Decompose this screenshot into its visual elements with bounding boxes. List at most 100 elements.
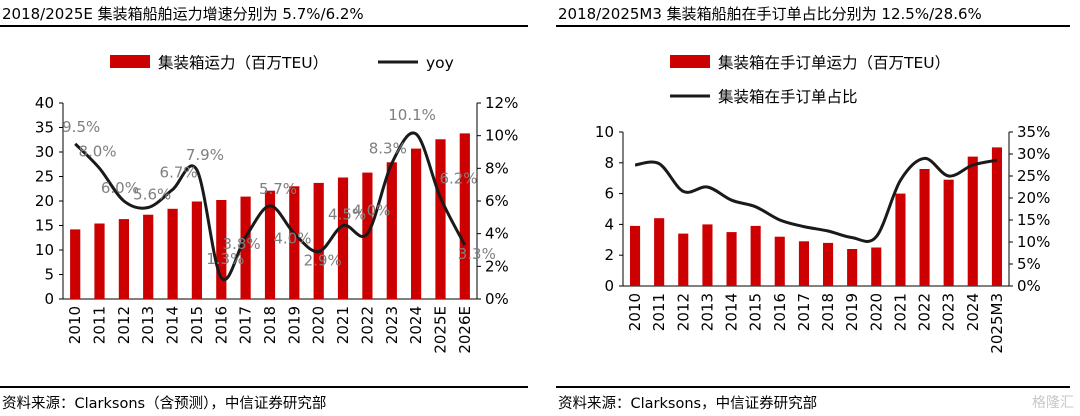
- right-right-tick-label: 5%: [1017, 255, 1041, 273]
- right-legend-bar-swatch: [670, 55, 710, 68]
- right-x-tick-2022: 2022: [916, 293, 934, 331]
- left-x-tick-2013: 2013: [139, 306, 157, 344]
- left-data-label-2011: 8.0%: [78, 142, 116, 160]
- left-data-label-2020: 2.9%: [304, 252, 342, 270]
- right-legend-label-0: 集装箱在手订单运力（百万TEU）: [718, 54, 950, 72]
- right-right-tick-label: 30%: [1017, 145, 1050, 163]
- right-chart-source: 资料来源：Clarksons，中信证券研究部: [558, 396, 818, 412]
- right-right-tick-label: 20%: [1017, 189, 1050, 207]
- right-left-tick-label: 10: [595, 123, 614, 141]
- left-left-tick-label: 40: [35, 94, 54, 112]
- left-bar-2012: [118, 219, 129, 299]
- left-left-tick-label: 30: [35, 143, 54, 161]
- left-x-tick-2011: 2011: [91, 306, 109, 344]
- left-x-tick-2025E: 2025E: [432, 306, 450, 354]
- left-bar-2025E: [435, 139, 446, 299]
- right-bar-2015: [750, 225, 761, 286]
- right-right-tick-label: 0%: [1017, 277, 1041, 295]
- left-x-tick-2012: 2012: [115, 306, 133, 344]
- left-data-label-2013: 5.6%: [133, 186, 171, 204]
- right-x-tick-2010: 2010: [626, 293, 644, 331]
- left-right-tick-label: 12%: [485, 94, 518, 112]
- left-right-tick-label: 2%: [485, 257, 509, 275]
- left-x-tick-2014: 2014: [164, 306, 182, 344]
- right-bar-2016: [774, 236, 785, 286]
- left-left-tick-label: 20: [35, 192, 54, 210]
- left-data-label-2012: 6.0%: [101, 179, 139, 197]
- right-x-tick-2021: 2021: [891, 293, 909, 331]
- left-data-label-2021: 4.5%: [328, 206, 366, 224]
- left-x-tick-2020: 2020: [310, 306, 328, 344]
- left-bar-2014: [167, 208, 178, 299]
- left-right-tick-label: 0%: [485, 290, 509, 308]
- right-x-tick-2017: 2017: [795, 293, 813, 331]
- right-title-rule: [556, 25, 1070, 27]
- left-data-label-2019: 4.0%: [273, 230, 311, 248]
- right-x-tick-2015: 2015: [747, 293, 765, 331]
- right-chart-title: 2018/2025M3 集装箱船舶在手订单占比分别为 12.5%/28.6%: [558, 5, 982, 23]
- right-x-tick-2020: 2020: [867, 293, 885, 331]
- right-line-series: [634, 156, 998, 243]
- left-left-tick-label: 35: [35, 119, 54, 137]
- left-bar-2010: [70, 229, 81, 299]
- left-bar-2016: [216, 200, 227, 299]
- left-bar-2023: [386, 162, 397, 299]
- right-bar-2023: [943, 179, 954, 286]
- left-source-rule: [0, 386, 528, 388]
- left-data-label-2018: 5.7%: [259, 180, 297, 198]
- left-legend-label-1: yoy: [426, 54, 454, 72]
- left-x-tick-2018: 2018: [261, 306, 279, 344]
- left-x-tick-2024: 2024: [407, 306, 425, 344]
- right-bar-2017: [798, 241, 809, 286]
- left-left-tick-label: 10: [35, 241, 54, 259]
- right-bar-2013: [702, 224, 713, 286]
- left-left-tick-label: 5: [44, 266, 54, 284]
- right-x-tick-2018: 2018: [819, 293, 837, 331]
- left-bar-2024: [411, 148, 422, 299]
- right-x-tick-2012: 2012: [674, 293, 692, 331]
- right-bar-2014: [726, 232, 737, 286]
- right-bar-2010: [630, 225, 641, 286]
- left-left-tick-label: 15: [35, 217, 54, 235]
- left-title-rule: [0, 25, 528, 27]
- left-line-series: [74, 131, 467, 282]
- left-bar-2013: [143, 214, 154, 299]
- left-bar-2026E: [459, 133, 470, 299]
- right-left-tick-label: 0: [604, 277, 614, 295]
- right-x-tick-2014: 2014: [723, 293, 741, 331]
- left-data-label-2026E: 3.3%: [458, 245, 496, 263]
- left-data-label-2025E: 6.2%: [439, 170, 477, 188]
- right-x-tick-2024: 2024: [964, 293, 982, 331]
- left-x-tick-2021: 2021: [334, 306, 352, 344]
- left-x-tick-2016: 2016: [212, 306, 230, 344]
- right-chart: 集装箱在手订单运力（百万TEU） 集装箱在手订单占比 0 2 4 6 8 10 0% 5% 10% 1…: [595, 54, 1050, 354]
- right-right-tick-label: 25%: [1017, 167, 1050, 185]
- left-left-tick-label: 25: [35, 168, 54, 186]
- left-x-tick-2015: 2015: [188, 306, 206, 344]
- left-x-tick-2022: 2022: [358, 306, 376, 344]
- right-left-tick-label: 6: [604, 185, 614, 203]
- right-x-tick-2016: 2016: [771, 293, 789, 331]
- right-bar-2025M3: [991, 147, 1002, 286]
- right-bar-2018: [823, 242, 834, 286]
- left-legend-bar-swatch: [110, 55, 150, 68]
- left-data-label-2016: 1.3%: [206, 250, 244, 268]
- right-x-tick-2019: 2019: [843, 293, 861, 331]
- left-left-tick-label: 0: [44, 290, 54, 308]
- watermark-text: 格隆汇: [1032, 395, 1074, 411]
- left-x-tick-2010: 2010: [66, 306, 84, 344]
- left-legend-label-0: 集装箱运力（百万TEU）: [158, 54, 328, 72]
- right-x-tick-2023: 2023: [940, 293, 958, 331]
- right-left-tick-label: 2: [604, 246, 614, 264]
- right-bar-2020: [871, 247, 882, 286]
- left-data-label-2017: 3.8%: [223, 235, 261, 253]
- left-right-tick-label: 4%: [485, 225, 509, 243]
- left-chart-panel: 2018/2025E 集装箱船舶运力增速分别为 5.7%/6.2% 集装箱运力（…: [0, 0, 530, 416]
- right-left-tick-label: 4: [604, 215, 614, 233]
- right-bar-2011: [654, 218, 665, 286]
- left-bar-2017: [240, 196, 251, 299]
- right-legend-label-1: 集装箱在手订单占比: [718, 88, 858, 106]
- right-x-tick-2011: 2011: [650, 293, 668, 331]
- right-right-tick-label: 10%: [1017, 233, 1050, 251]
- left-chart-source: 资料来源：Clarksons（含预测），中信证券研究部: [2, 396, 327, 412]
